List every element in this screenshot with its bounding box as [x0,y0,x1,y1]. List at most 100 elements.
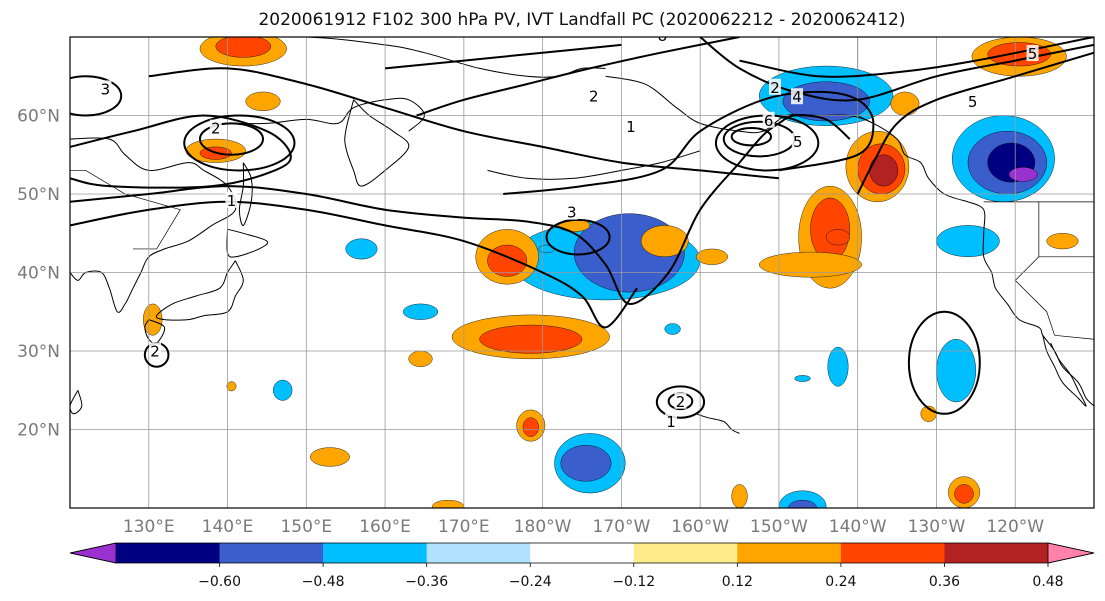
ivt-closed-contour [198,122,264,156]
colorbar-tick-label: −0.36 [405,574,448,590]
contour-label-bg [225,191,238,208]
colorbar-tick-label: −0.24 [509,574,552,590]
pv-anomaly-blob [215,37,272,58]
contour-label: 5 [1028,45,1038,63]
contour-label: 3 [101,80,111,98]
latitude-tick-label: 20°N [17,421,60,441]
colorbar-segment [840,543,945,563]
colorbar-segment [219,543,324,563]
pv-anomaly-blob [640,225,689,258]
contour-label: 2 [211,120,221,138]
colorbar-tick-label: 0.24 [825,574,856,590]
pv-anomaly-blob [664,323,681,335]
coastline-kamchatka [344,99,410,187]
longitude-tick-label: 140°W [829,517,887,537]
pv-anomaly-blob [310,447,350,467]
pv-anomaly-layer [143,37,1079,508]
pv-anomaly-blob [432,499,465,508]
ivt-closed-contour [655,385,706,419]
longitude-tick-label: 180°W [514,517,572,537]
colorbar-outline [69,542,1095,564]
contour-label: 8 [658,27,668,45]
colorbar-extend-high [1047,542,1095,564]
ivt-contour [856,51,1094,195]
contour-label: 5 [968,93,978,111]
political-border [70,170,181,250]
ivt-contour [70,200,638,329]
ivt-contour [416,37,740,117]
coastline-baja [1042,335,1087,407]
map-frame [69,36,1095,509]
pv-anomaly-blob [869,154,899,187]
coastline-honshu [155,260,244,321]
latitude-tick-label: 50°N [17,185,60,205]
ivt-contour [385,43,622,70]
colorbar-extend-low [69,542,117,564]
pv-anomaly-blob [759,251,862,278]
pv-anomaly-blob [143,303,163,336]
coastline-asia-mainland [70,137,237,313]
pv-anomaly-blob [226,381,237,392]
ivt-closed-contour [907,310,981,415]
colorbar-tick-label: 0.48 [1032,574,1063,590]
longitude-tick-label: 160°W [671,517,729,537]
ivt-contour [503,90,875,195]
pv-anomaly-blob [696,248,728,265]
colorbar-segment [530,543,635,563]
colorbar-tick-label: −0.12 [612,574,655,590]
ivt-closed-contour [730,127,773,147]
pv-anomaly-blob [987,42,1051,67]
border-layer [70,37,1094,340]
pv-anomaly-blob [522,417,539,437]
pv-anomaly-blob [479,324,583,354]
ivt-contour [70,114,851,305]
colorbar-segment [116,543,220,563]
pv-anomaly-blob [402,303,439,320]
pv-anomaly-blob [1046,233,1079,250]
political-border [1014,256,1055,336]
pv-anomaly-blob [273,379,293,401]
pv-anomaly-blob [408,350,433,367]
ivt-contour [699,37,1094,102]
contour-label-bg [665,413,678,430]
longitude-tick-label: 160°E [359,517,411,537]
contour-label-bg [209,119,222,136]
latitude-tick-label: 40°N [17,264,60,284]
longitude-tick-label: 130°E [123,517,175,537]
contour-label: 1 [227,192,237,210]
coastline-aleutians [487,150,701,180]
colorbar-tick-label: −0.48 [302,574,345,590]
latitude-tick-label: 60°N [17,107,60,127]
pv-anomaly-blob [1008,167,1038,182]
latitude-labels: 20°N 30°N 40°N 50°N 60°N [17,107,60,441]
contour-label: 2 [589,87,599,105]
colorbar: −0.60 −0.48 −0.36 −0.24 −0.12 0.12 0.24 0.36 0.4… [69,542,1095,590]
longitude-tick-label: 150°W [750,517,808,537]
contour-label: 2 [150,343,160,361]
pv-anomaly-blob [731,484,748,508]
colorbar-segment [737,543,842,563]
pv-anomaly-blob [560,445,612,482]
contour-label-bg [791,88,804,105]
contour-label-bg [966,92,979,109]
contour-label: 3 [567,204,577,222]
longitude-tick-label: 150°E [280,517,332,537]
pv-anomaly-blob [825,229,851,246]
ivt-closed-contour [183,114,296,172]
contour-label: 2 [676,393,686,411]
coastline-okhotsk-coast [227,97,426,132]
latitude-tick-label: 30°N [17,342,60,362]
contour-label: 1 [666,413,676,431]
contour-label-bg [565,203,578,220]
contour-label: 5 [793,133,803,151]
colorbar-segment [633,543,738,563]
colorbar-tick-label: 0.12 [722,574,753,590]
contour-label-bg [624,118,637,135]
contour-label-bg [587,87,600,104]
pv-anomaly-blob [487,244,528,277]
contour-label: 1 [626,118,636,136]
longitude-tick-label: 130°W [908,517,966,537]
